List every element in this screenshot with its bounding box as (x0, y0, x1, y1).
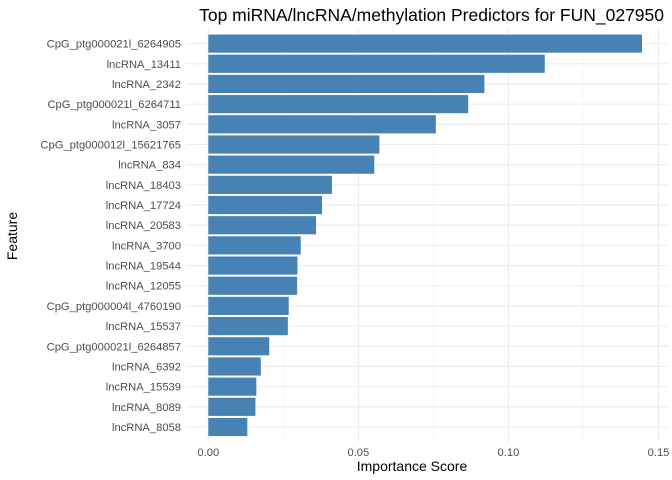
y-tick-label: lncRNA_3700 (112, 240, 181, 252)
bars (208, 34, 642, 437)
x-axis-title: Importance Score (357, 458, 468, 474)
bar (208, 417, 248, 437)
y-tick-label: lncRNA_15537 (106, 321, 181, 333)
x-tick-label: 0.05 (347, 447, 369, 459)
bar (208, 256, 298, 275)
bar (208, 195, 323, 215)
y-tick-label: lncRNA_3057 (112, 119, 181, 131)
bar (208, 276, 298, 295)
y-tick-label: CpG_ptg000021l_6264711 (47, 99, 181, 111)
y-tick-label: CpG_ptg000021l_6264905 (47, 39, 181, 51)
bar (208, 377, 257, 396)
bar (208, 317, 288, 336)
y-tick-label: lncRNA_15539 (106, 382, 181, 394)
bar (208, 135, 380, 154)
y-tick-label: lncRNA_2342 (112, 79, 181, 91)
bar (208, 95, 469, 114)
y-tick-label: lncRNA_17724 (106, 200, 181, 212)
y-tick-labels: CpG_ptg000021l_6264905 lncRNA_13411 lncRNA… (40, 39, 181, 434)
y-tick-label: lncRNA_8058 (112, 422, 181, 434)
bar (208, 216, 317, 235)
bar (208, 296, 289, 316)
bar (208, 236, 301, 255)
x-tick-label: 0.15 (648, 447, 670, 459)
x-tick-label: 0.10 (498, 447, 520, 459)
y-tick-label: lncRNA_20583 (106, 220, 181, 232)
bar (208, 337, 270, 356)
bar (208, 155, 375, 174)
y-tick-label: CpG_ptg000012l_15621765 (40, 139, 181, 151)
bar (208, 34, 642, 53)
y-tick-label: lncRNA_13411 (107, 59, 181, 71)
bar (208, 74, 485, 94)
y-axis-title: Feature (4, 212, 20, 260)
bar (208, 175, 332, 194)
y-tick-label: lncRNA_18403 (106, 180, 181, 192)
y-tick-label: lncRNA_19544 (106, 261, 181, 273)
bar (208, 54, 545, 73)
y-tick-label: CpG_ptg000021l_6264857 (47, 341, 181, 353)
chart-title: Top miRNA/lncRNA/methylation Predictors … (199, 5, 664, 26)
bar (208, 115, 436, 134)
y-tick-label: CpG_ptg000004l_4760190 (47, 301, 181, 313)
bar (208, 357, 261, 376)
x-tick-labels: 0.00 0.05 0.10 0.15 (197, 447, 669, 459)
bar (208, 397, 256, 416)
y-tick-label: lncRNA_12055 (106, 281, 181, 293)
x-tick-label: 0.00 (197, 447, 219, 459)
y-tick-label: lncRNA_834 (118, 160, 181, 172)
y-tick-label: lncRNA_8089 (112, 402, 181, 414)
y-tick-label: lncRNA_6392 (112, 361, 181, 373)
